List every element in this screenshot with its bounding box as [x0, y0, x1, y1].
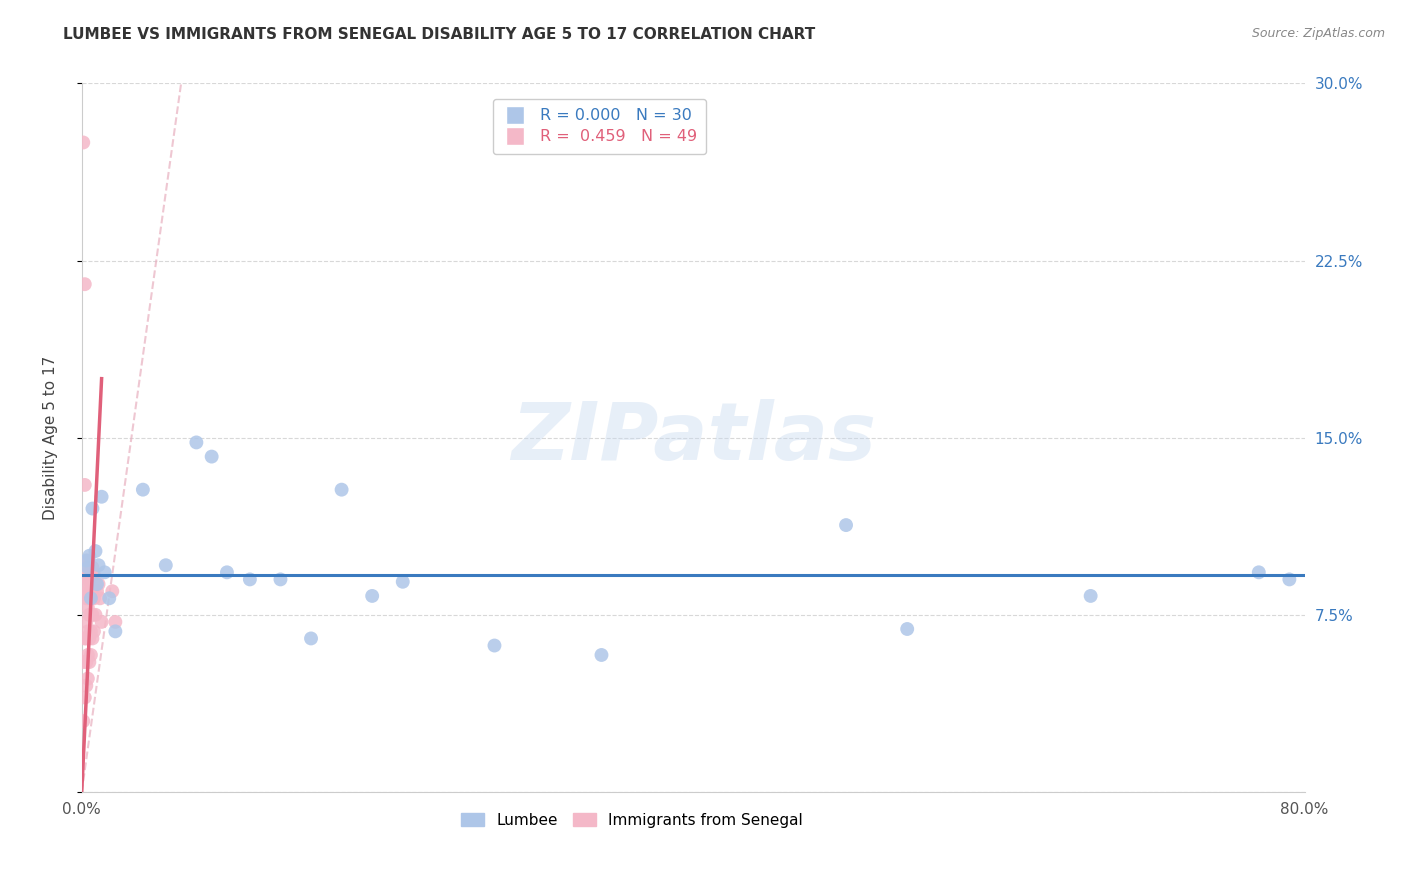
Point: [75, 591, 97, 606]
Point: [299, 632, 322, 646]
Point: [75, 615, 97, 629]
Point: [269, 573, 291, 587]
Point: [90, 615, 112, 629]
Point: [83, 591, 105, 606]
Point: [79, 573, 101, 587]
Point: [80, 607, 103, 622]
Point: [87, 577, 110, 591]
Point: [155, 558, 177, 573]
Point: [239, 573, 262, 587]
Point: [83, 624, 105, 639]
Point: [84, 544, 107, 558]
Point: [835, 518, 858, 533]
Point: [73, 584, 96, 599]
Point: [1080, 589, 1102, 603]
Point: [73, 277, 96, 292]
Point: [80, 567, 103, 582]
Text: Source: ZipAtlas.com: Source: ZipAtlas.com: [1251, 27, 1385, 40]
Point: [90, 490, 112, 504]
Point: [72, 136, 94, 150]
Y-axis label: Disability Age 5 to 17: Disability Age 5 to 17: [44, 356, 58, 520]
Point: [76, 573, 98, 587]
Point: [75, 553, 97, 567]
Point: [79, 607, 101, 622]
Point: [75, 679, 97, 693]
Point: [186, 435, 208, 450]
Point: [215, 566, 238, 580]
Point: [361, 589, 384, 603]
Text: LUMBEE VS IMMIGRANTS FROM SENEGAL DISABILITY AGE 5 TO 17 CORRELATION CHART: LUMBEE VS IMMIGRANTS FROM SENEGAL DISABI…: [63, 27, 815, 42]
Point: [79, 549, 101, 563]
Point: [72, 714, 94, 728]
Point: [79, 632, 101, 646]
Point: [98, 591, 121, 606]
Point: [75, 560, 97, 574]
Point: [330, 483, 353, 497]
Point: [93, 566, 115, 580]
Point: [84, 577, 107, 591]
Point: [76, 600, 98, 615]
Point: [201, 450, 224, 464]
Point: [104, 624, 127, 639]
Point: [79, 655, 101, 669]
Point: [76, 584, 98, 599]
Point: [73, 632, 96, 646]
Point: [82, 607, 104, 622]
Point: [80, 591, 103, 606]
Point: [82, 501, 104, 516]
Point: [89, 591, 111, 606]
Point: [75, 632, 97, 646]
Point: [76, 560, 98, 574]
Point: [104, 615, 127, 629]
Point: [76, 648, 98, 662]
Point: [72, 655, 94, 669]
Point: [73, 478, 96, 492]
Point: [79, 560, 101, 574]
Point: [75, 573, 97, 587]
Point: [75, 655, 97, 669]
Point: [101, 584, 124, 599]
Point: [76, 553, 98, 567]
Point: [1247, 566, 1270, 580]
Point: [1278, 573, 1301, 587]
Point: [896, 622, 918, 636]
Point: [484, 639, 506, 653]
Point: [82, 584, 104, 599]
Point: [76, 624, 98, 639]
Point: [83, 567, 105, 582]
Text: ZIPatlas: ZIPatlas: [510, 399, 876, 476]
Point: [84, 607, 107, 622]
Point: [73, 690, 96, 705]
Point: [87, 558, 110, 573]
Point: [86, 584, 108, 599]
Point: [132, 483, 155, 497]
Point: [80, 648, 103, 662]
Point: [82, 560, 104, 574]
Point: [391, 574, 413, 589]
Point: [591, 648, 613, 662]
Point: [80, 584, 103, 599]
Legend: Lumbee, Immigrants from Senegal: Lumbee, Immigrants from Senegal: [456, 806, 808, 834]
Point: [82, 632, 104, 646]
Point: [72, 567, 94, 582]
Point: [79, 591, 101, 606]
Point: [80, 624, 103, 639]
Point: [76, 672, 98, 686]
Point: [86, 577, 108, 591]
